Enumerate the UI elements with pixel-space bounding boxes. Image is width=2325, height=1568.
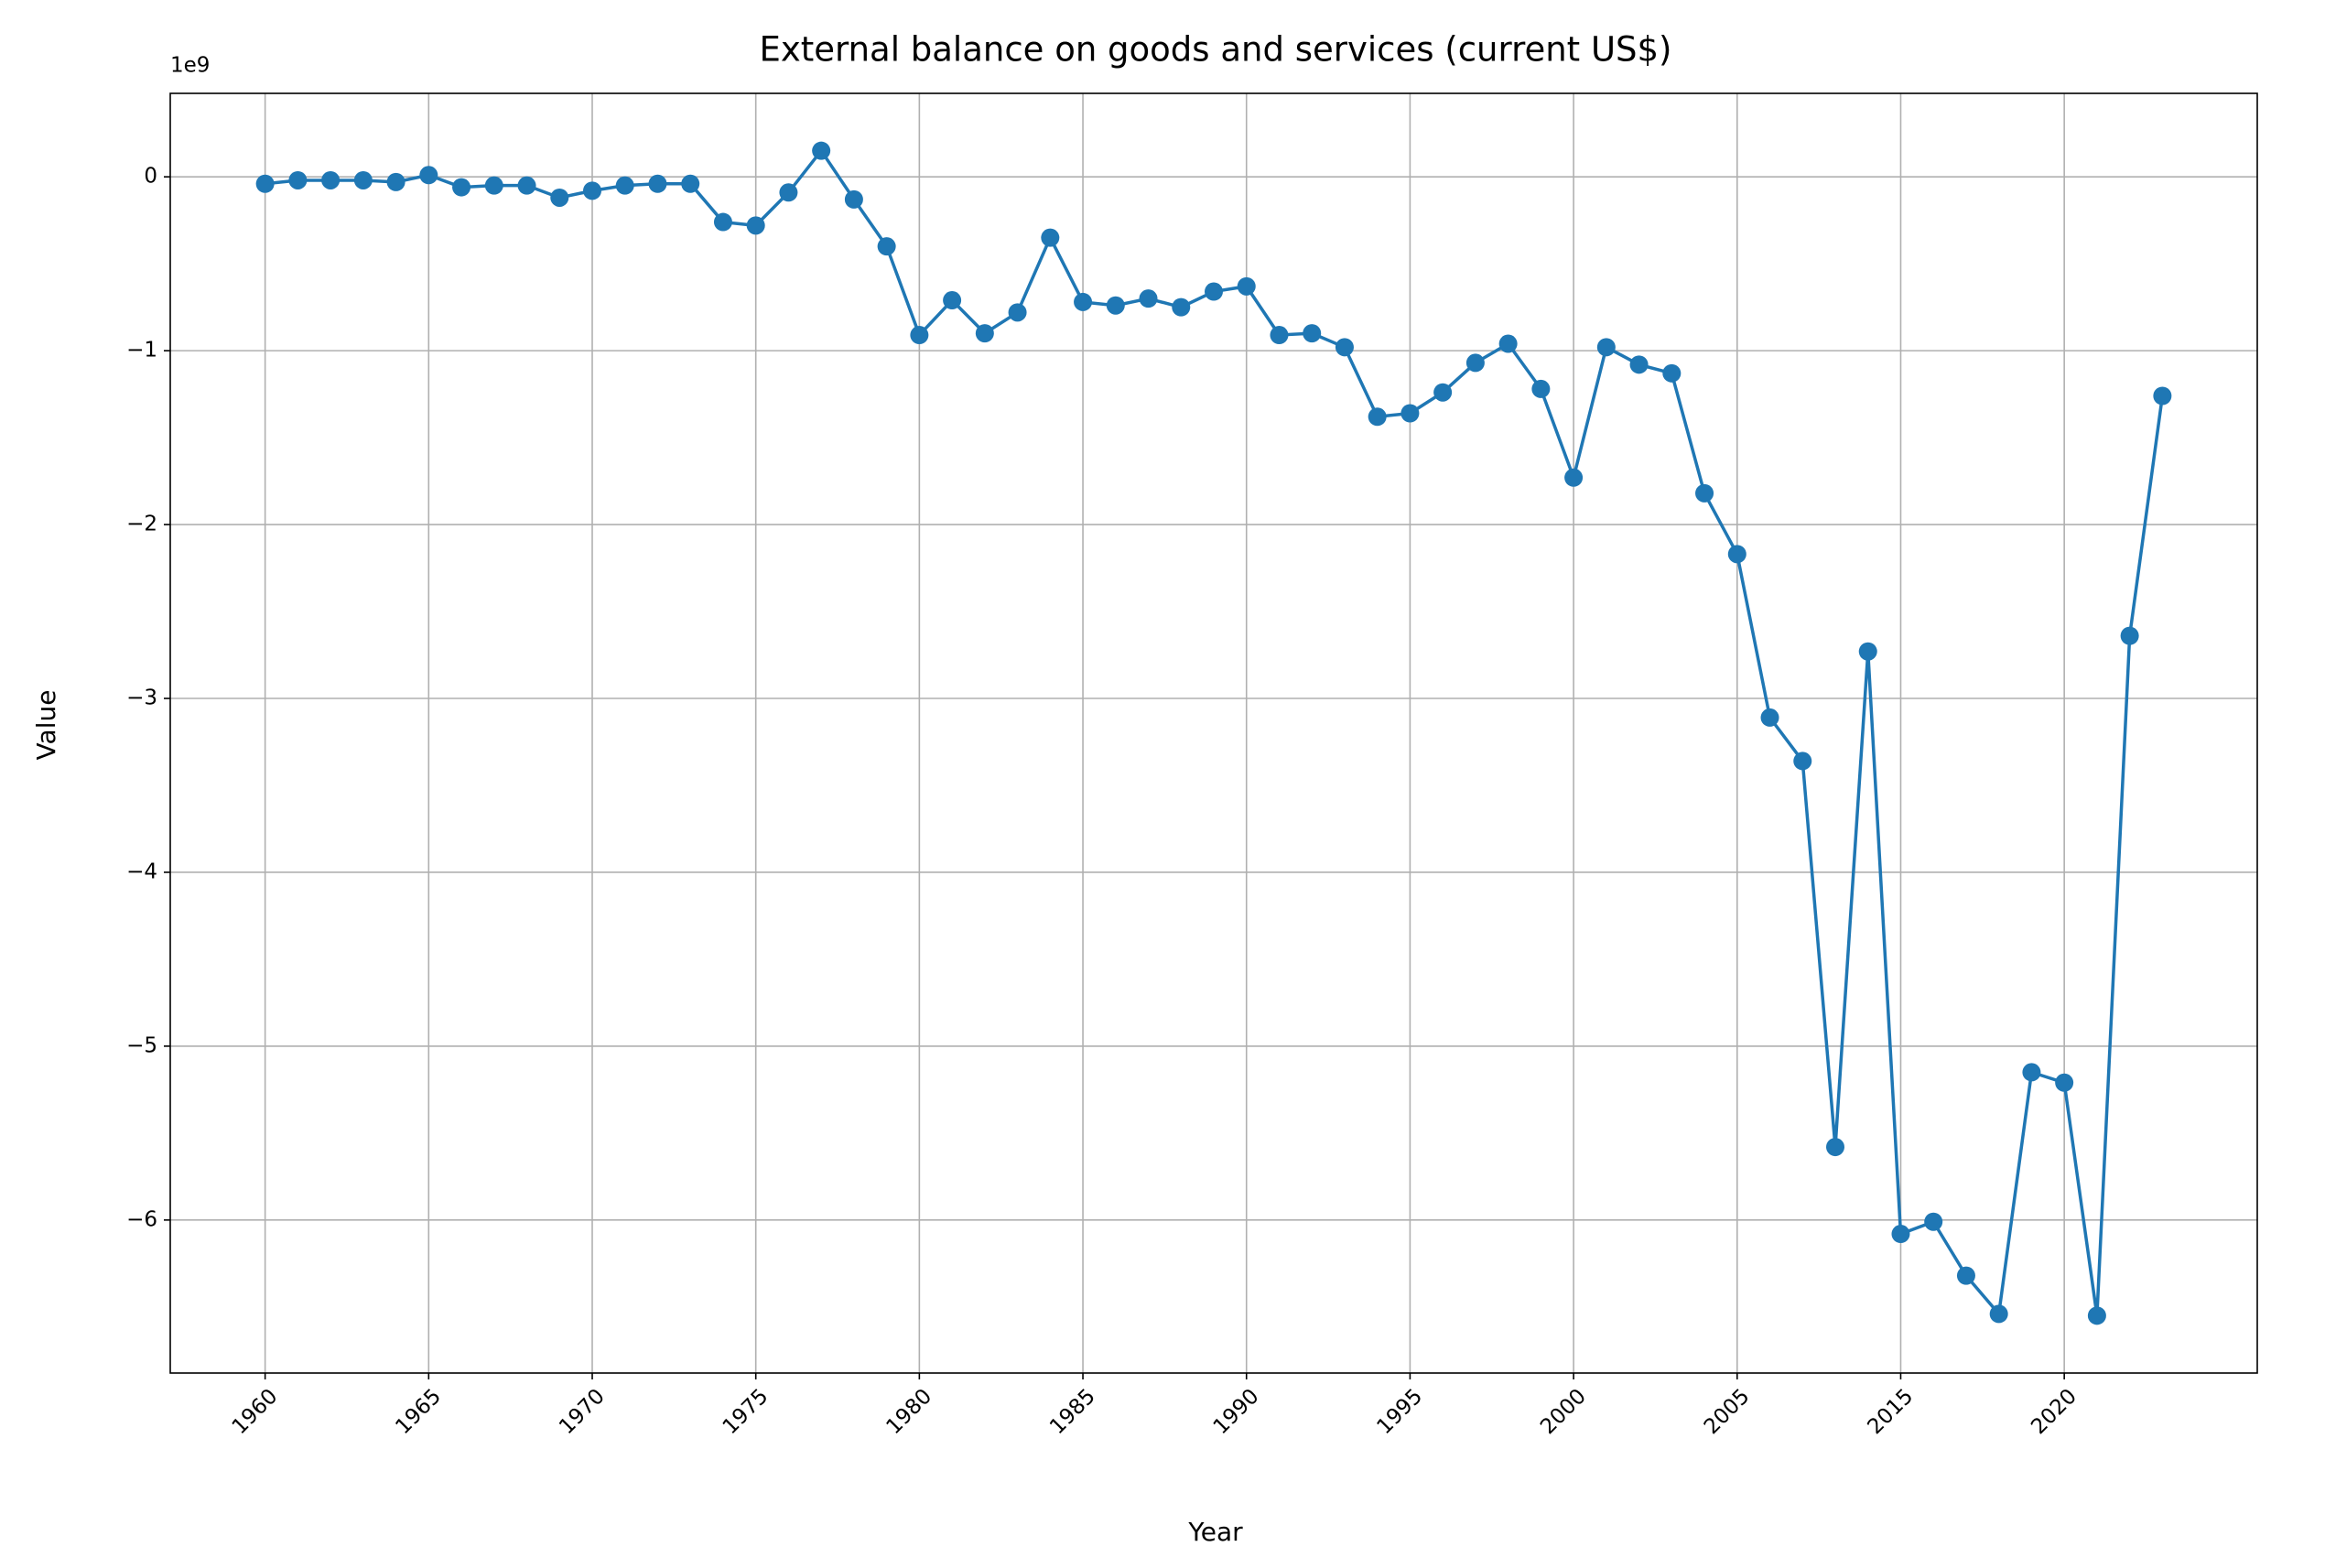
data-point — [779, 183, 798, 202]
data-point — [1172, 297, 1191, 317]
data-point — [550, 188, 569, 207]
data-point — [255, 174, 275, 193]
data-point — [1074, 292, 1093, 311]
data-point — [1760, 708, 1779, 727]
data-point — [1205, 282, 1223, 301]
data-point — [583, 181, 602, 200]
data-point — [1564, 468, 1584, 487]
data-point — [517, 176, 536, 195]
data-point — [1106, 296, 1125, 315]
data-point — [1825, 1138, 1844, 1157]
chart-title: External balance on goods and services (… — [760, 30, 1672, 70]
data-point — [353, 170, 373, 189]
data-point — [1596, 338, 1616, 357]
data-point — [1662, 363, 1682, 383]
data-point — [1303, 324, 1322, 343]
data-point — [975, 324, 994, 343]
y-tick-label: −2 — [126, 513, 157, 536]
data-point — [1727, 545, 1746, 564]
data-point — [1858, 642, 1877, 661]
data-point — [1465, 353, 1485, 373]
data-point — [2120, 626, 2139, 645]
x-axis-label: Year — [1187, 1517, 1243, 1547]
data-point — [1433, 383, 1453, 402]
data-point — [746, 216, 765, 235]
data-point — [1924, 1212, 1943, 1231]
data-point — [2022, 1063, 2041, 1082]
y-tick-label: −3 — [126, 687, 157, 710]
data-point — [1335, 338, 1354, 357]
y-axis-label: Value — [31, 690, 61, 761]
data-point — [844, 189, 863, 209]
plot-frame — [169, 92, 2258, 1374]
data-point — [1629, 355, 1649, 374]
data-point — [288, 170, 308, 189]
data-point — [812, 141, 831, 160]
data-point — [910, 326, 929, 345]
data-point — [1956, 1266, 1975, 1285]
data-point — [1531, 379, 1551, 398]
data-point — [1237, 276, 1256, 296]
y-tick-label: −6 — [126, 1207, 157, 1231]
data-point — [1891, 1225, 1910, 1244]
data-point — [1498, 334, 1518, 353]
data-point — [681, 174, 700, 193]
data-point — [452, 178, 471, 197]
data-point — [419, 166, 438, 185]
data-point — [877, 237, 896, 256]
y-tick-label: −5 — [126, 1033, 157, 1057]
data-point — [1368, 407, 1387, 427]
data-point — [2055, 1073, 2074, 1092]
y-tick-label: −1 — [126, 339, 157, 362]
data-point — [648, 174, 667, 193]
data-point — [321, 170, 341, 189]
data-point — [1008, 303, 1027, 322]
data-point — [1041, 228, 1060, 247]
data-point — [615, 176, 634, 195]
data-point — [1695, 483, 1714, 503]
data-point — [1139, 289, 1158, 308]
y-tick-label: −4 — [126, 860, 157, 883]
data-point — [386, 172, 406, 191]
y-offset-label: 1e9 — [170, 54, 210, 78]
data-point — [713, 212, 732, 232]
y-tick-label: 0 — [144, 165, 157, 189]
data-point — [2153, 386, 2172, 406]
data-point — [1400, 404, 1420, 423]
data-point — [1793, 752, 1812, 771]
data-point — [484, 176, 503, 195]
data-point — [943, 291, 962, 310]
data-point — [1270, 326, 1289, 345]
data-point — [2087, 1306, 2106, 1325]
data-point — [1989, 1304, 2008, 1324]
